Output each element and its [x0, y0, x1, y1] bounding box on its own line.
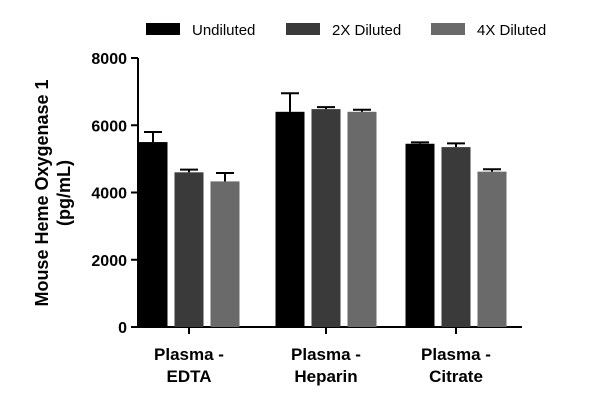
- y-tick-label: 0: [118, 320, 127, 337]
- x-tick-label: EDTA: [166, 367, 211, 386]
- bar: [347, 111, 377, 327]
- bars: [138, 92, 507, 327]
- bar: [311, 109, 341, 327]
- bar: [210, 181, 240, 327]
- x-tick-label: Plasma -: [291, 345, 361, 364]
- y-tick-label: 6000: [91, 118, 127, 135]
- y-title-line: Mouse Heme Oxygenase 1: [32, 79, 52, 306]
- bar: [138, 142, 168, 327]
- x-axis: Plasma - EDTA Plasma - Heparin Plasma - Citra…: [137, 326, 522, 386]
- y-tick-label: 4000: [91, 186, 127, 203]
- x-tick-label: Heparin: [294, 367, 357, 386]
- bar: [405, 143, 435, 327]
- x-tick-label: Plasma -: [154, 345, 224, 364]
- bar: [174, 172, 204, 327]
- legend-swatch: [286, 23, 320, 35]
- legend-label: Undiluted: [192, 22, 255, 39]
- y-axis-title: Mouse Heme Oxygenase 1 (pg/mL): [32, 79, 74, 306]
- bar: [477, 171, 507, 327]
- legend-label: 2X Diluted: [332, 22, 401, 39]
- y-tick-label: 8000: [91, 51, 127, 68]
- x-tick-label: Citrate: [429, 367, 483, 386]
- legend-swatch: [146, 23, 180, 35]
- y-tick-label: 2000: [91, 253, 127, 270]
- legend-label: 4X Diluted: [477, 22, 546, 39]
- y-axis: 0 2000 4000 6000 8000: [91, 51, 139, 337]
- legend: Undiluted 2X Diluted 4X Diluted: [146, 22, 546, 39]
- x-tick-label: Plasma -: [421, 345, 491, 364]
- y-title-line: (pg/mL): [54, 160, 74, 226]
- bar: [441, 147, 471, 327]
- legend-swatch: [431, 23, 465, 35]
- y-title-group: Mouse Heme Oxygenase 1 (pg/mL): [32, 79, 74, 306]
- bar: [275, 111, 305, 327]
